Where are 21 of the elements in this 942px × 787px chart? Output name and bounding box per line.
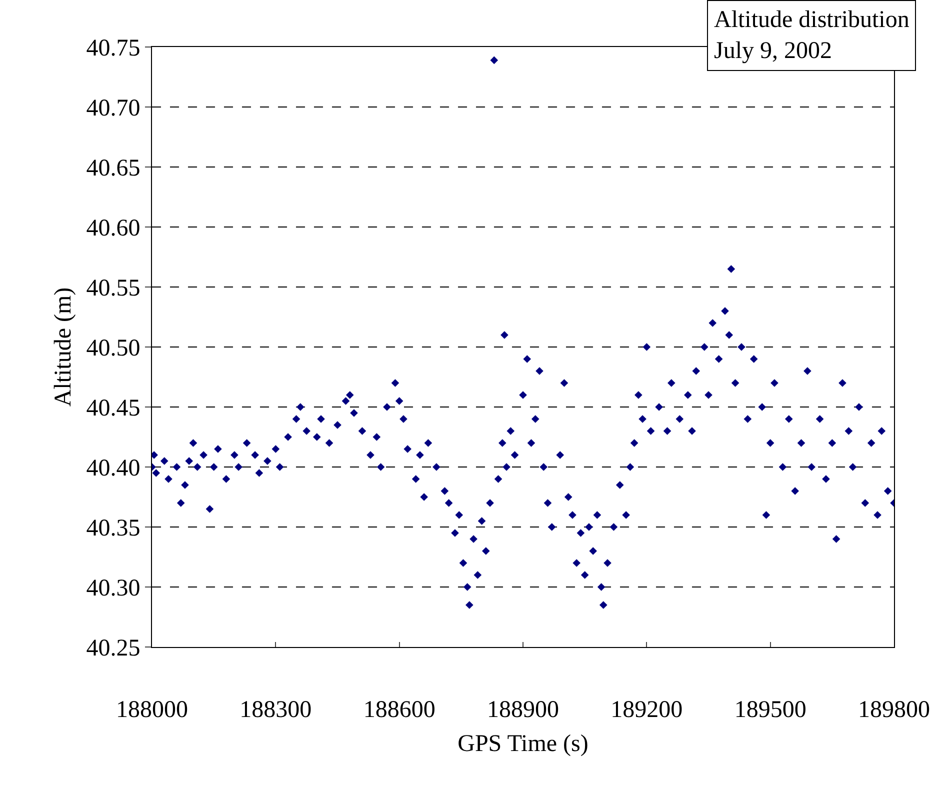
y-tick-label: 40.50 bbox=[86, 335, 140, 362]
y-tick-label: 40.25 bbox=[86, 635, 140, 662]
x-tick-label: 188300 bbox=[240, 696, 312, 723]
x-tick-label: 189500 bbox=[734, 696, 806, 723]
x-axis-title: GPS Time (s) bbox=[458, 731, 588, 758]
y-tick-label: 40.75 bbox=[86, 35, 140, 62]
y-tick-label: 40.60 bbox=[86, 215, 140, 242]
x-tick-label: 188000 bbox=[116, 696, 188, 723]
y-tick-label: 40.45 bbox=[86, 395, 140, 422]
x-tick-label: 188600 bbox=[363, 696, 436, 723]
y-tick-label: 40.40 bbox=[86, 455, 140, 482]
y-tick-label: 40.55 bbox=[86, 275, 140, 302]
x-tick-label: 188900 bbox=[487, 696, 559, 723]
y-tick-label: 40.35 bbox=[86, 515, 140, 542]
y-tick-label: 40.65 bbox=[86, 155, 140, 182]
y-axis-title: Altitude (m) bbox=[50, 287, 76, 407]
x-tick-label: 189800 bbox=[858, 696, 930, 723]
x-tick-label: 189200 bbox=[610, 696, 683, 723]
y-tick-label: 40.30 bbox=[86, 575, 140, 602]
y-tick-label: 40.70 bbox=[86, 95, 140, 122]
annotation: Altitude distribution July 9, 2002 bbox=[714, 7, 910, 64]
